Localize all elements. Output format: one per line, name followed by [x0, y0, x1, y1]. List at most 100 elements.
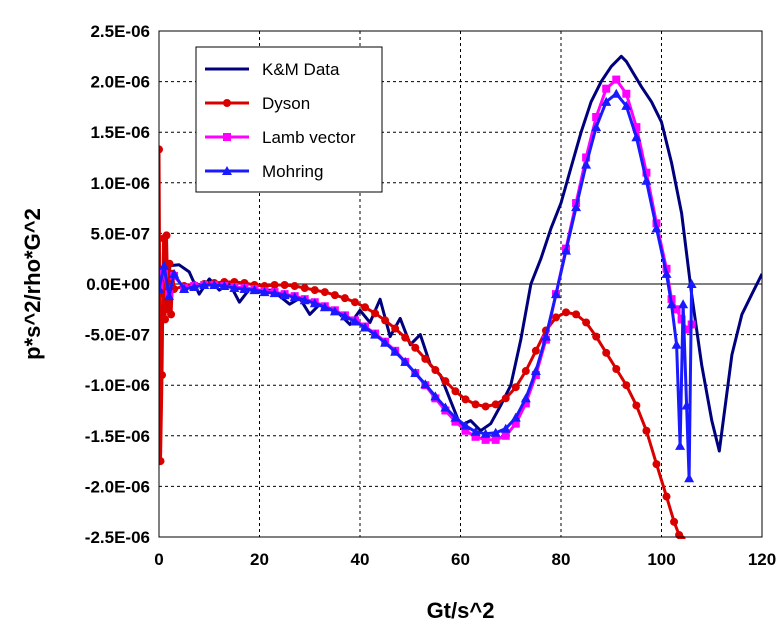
- x-tick-label: 0: [154, 550, 163, 569]
- data-point: [490, 427, 501, 437]
- y-tick-label: -1.5E-06: [85, 427, 150, 446]
- y-tick-label: -5.0E-07: [85, 326, 150, 345]
- data-point: [164, 291, 175, 301]
- data-point: [530, 366, 541, 376]
- data-point: [329, 306, 340, 316]
- data-point: [270, 281, 279, 290]
- data-point: [551, 313, 560, 322]
- y-tick-label: 1.5E-06: [90, 123, 150, 142]
- y-tick-label: 0.0E+00: [86, 275, 150, 294]
- data-point: [411, 343, 420, 352]
- data-point: [209, 280, 220, 290]
- data-point: [361, 303, 370, 312]
- data-point: [320, 288, 329, 297]
- data-point: [431, 366, 440, 375]
- data-point: [521, 367, 530, 376]
- y-tick-label: -1.0E-06: [85, 376, 150, 395]
- data-point: [531, 346, 540, 355]
- legend-label: Lamb vector: [262, 128, 356, 147]
- x-tick-label: 120: [748, 550, 776, 569]
- data-point: [370, 329, 381, 339]
- data-point: [440, 402, 451, 412]
- legend-marker: [222, 166, 232, 175]
- data-point: [290, 282, 299, 291]
- data-point: [582, 153, 591, 162]
- data-point: [339, 311, 350, 321]
- data-point: [159, 371, 167, 380]
- data-point: [161, 315, 170, 324]
- data-point: [461, 426, 470, 435]
- data-point: [299, 295, 310, 305]
- data-point: [612, 365, 621, 374]
- data-point: [642, 426, 651, 435]
- data-point: [430, 391, 441, 401]
- data-point: [511, 419, 520, 428]
- data-point: [350, 298, 359, 307]
- data-point: [229, 283, 240, 293]
- data-point: [591, 122, 602, 132]
- data-point: [651, 223, 662, 233]
- y-tick-label: 1.0E-06: [90, 174, 150, 193]
- data-point: [309, 298, 320, 308]
- x-tick-labels: 0 20 40 60 80 100 120: [154, 550, 776, 569]
- data-point: [219, 281, 230, 291]
- data-point: [420, 379, 431, 389]
- data-point: [592, 113, 601, 122]
- data-point: [280, 281, 289, 290]
- y-tick-label: -2.0E-06: [85, 477, 150, 496]
- data-point: [451, 387, 460, 396]
- data-point: [677, 535, 686, 539]
- data-point: [662, 492, 671, 501]
- data-point: [481, 435, 490, 444]
- data-point: [259, 287, 270, 297]
- data-point: [189, 282, 200, 292]
- data-point: [391, 324, 400, 333]
- data-point: [310, 286, 319, 295]
- data-point: [400, 356, 411, 366]
- data-point: [611, 88, 622, 98]
- data-point: [165, 259, 174, 268]
- data-point: [421, 354, 430, 363]
- y-tick-label: -2.5E-06: [85, 528, 150, 547]
- data-point: [602, 84, 611, 93]
- y-tick-label: 5.0E-07: [90, 224, 150, 243]
- data-point: [510, 412, 521, 422]
- data-point: [162, 231, 171, 240]
- data-point: [461, 395, 470, 404]
- data-point: [632, 401, 641, 410]
- plot-area-frame: [158, 30, 763, 538]
- legend-marker: [223, 99, 231, 107]
- data-point: [481, 402, 490, 411]
- data-point: [642, 168, 651, 177]
- data-point: [380, 337, 391, 347]
- legend-marker: [223, 133, 231, 141]
- data-point: [675, 440, 686, 450]
- data-point: [641, 175, 652, 185]
- legend-label: Mohring: [262, 162, 323, 181]
- data-point: [330, 291, 339, 300]
- data-point: [500, 423, 511, 433]
- series-4: [159, 88, 697, 483]
- data-point: [401, 333, 410, 342]
- data-point: [450, 412, 461, 422]
- data-point: [349, 316, 360, 326]
- data-point: [371, 309, 380, 318]
- data-point: [572, 310, 581, 319]
- data-point: [460, 420, 471, 430]
- legend-item: Dyson: [205, 94, 310, 113]
- legend-item: Lamb vector: [205, 128, 356, 147]
- y-tick-labels: 2.5E-06 2.0E-06 1.5E-06 1.0E-06 5.0E-07 0.0E+…: [85, 22, 150, 547]
- legend: K&M Data Dyson Lamb vector Mohring: [195, 46, 383, 193]
- data-point: [410, 368, 421, 378]
- data-point: [179, 284, 190, 294]
- data-point: [670, 517, 679, 526]
- data-point: [511, 383, 520, 392]
- data-point: [622, 89, 631, 98]
- x-tick-label: 20: [250, 550, 269, 569]
- data-point: [480, 428, 491, 438]
- data-point: [159, 284, 164, 294]
- data-point: [520, 393, 531, 403]
- data-point: [592, 332, 601, 341]
- legend-label: K&M Data: [262, 60, 340, 79]
- data-point: [671, 339, 682, 349]
